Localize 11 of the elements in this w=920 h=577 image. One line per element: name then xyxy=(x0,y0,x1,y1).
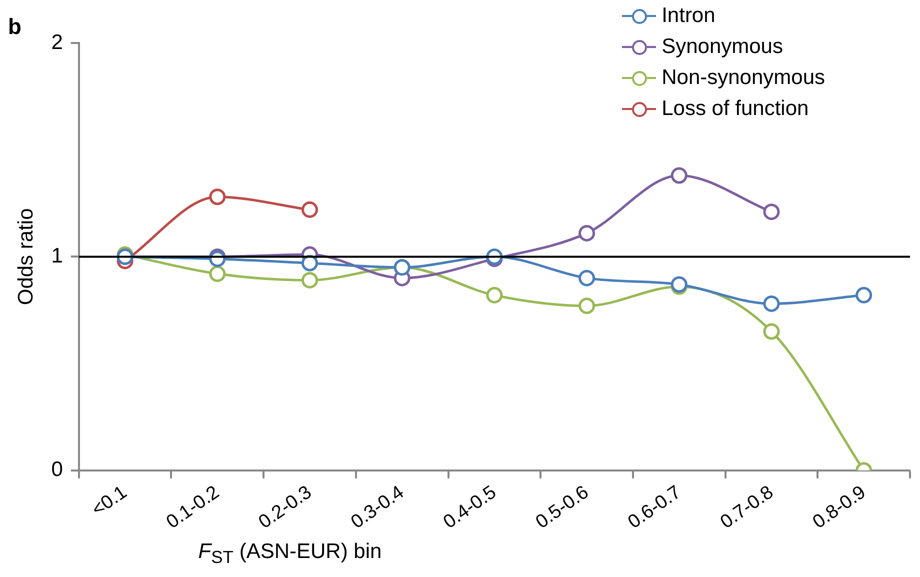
y-axis-title: Odds ratio xyxy=(14,208,38,306)
text: b xyxy=(8,14,22,40)
y-tick-label: 2 xyxy=(51,30,63,54)
y-tick-label: 1 xyxy=(51,244,63,268)
legend-label: Intron xyxy=(662,3,716,29)
y-tick-label: 0 xyxy=(51,458,63,482)
x-tick-label: <0.1 xyxy=(88,482,131,521)
legend-label: Non-synonymous xyxy=(662,65,825,91)
legend-label: Synonymous xyxy=(662,34,783,60)
x-axis-title: F$_{ST}$ (ASN-EUR) bin xyxy=(197,540,383,568)
legend-label: Loss of function xyxy=(662,96,809,122)
